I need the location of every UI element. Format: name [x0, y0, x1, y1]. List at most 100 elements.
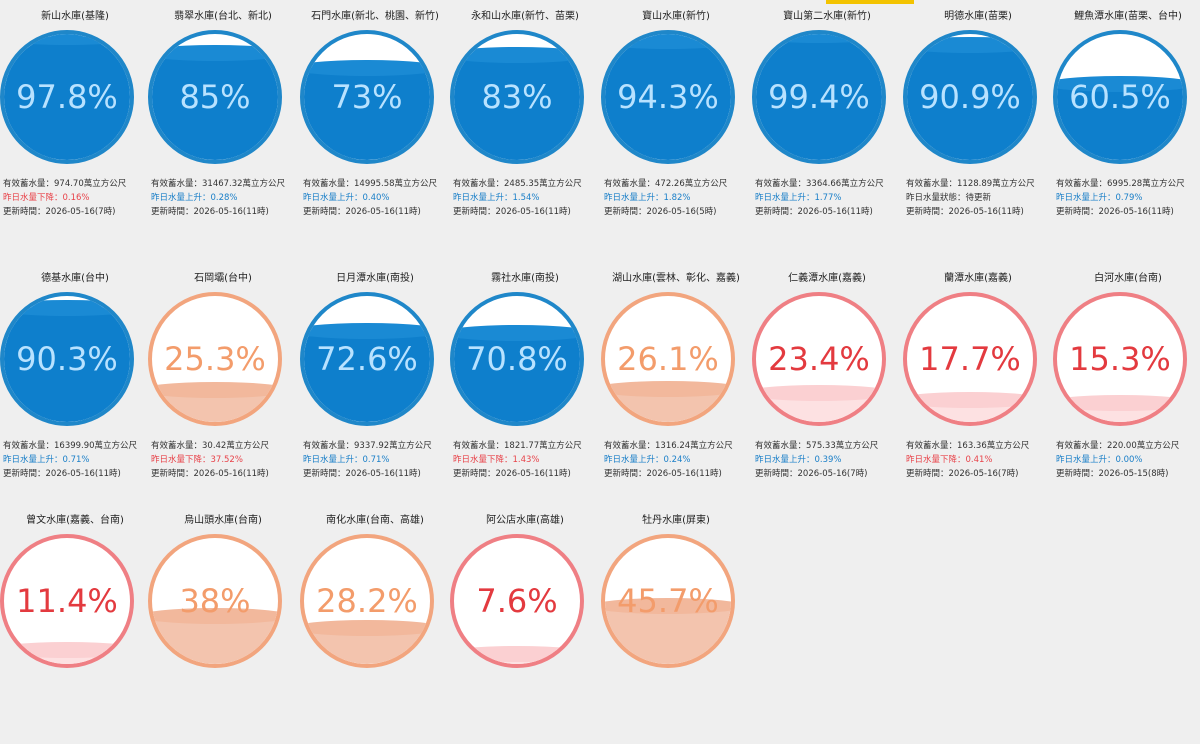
water-fill	[907, 391, 1033, 422]
reservoir-name: 明德水庫(苗栗)	[944, 11, 1012, 22]
storage-text: 有效蓄水量：575.33萬立方公尺	[755, 441, 879, 451]
percent-label: 25.3%	[164, 340, 266, 378]
reservoir-info: 有效蓄水量：3364.66萬立方公尺 昨日水量上升：1.77% 更新時間：2026-…	[755, 177, 903, 219]
reservoir-info: 有效蓄水量：220.00萬立方公尺 昨日水量上升：0.00% 更新時間：2026-0…	[1056, 439, 1200, 481]
updated-text: 更新時間：2026-05-16(11時)	[303, 469, 421, 479]
percent-label: 94.3%	[617, 78, 719, 116]
water-fill	[454, 646, 580, 664]
storage-text: 有效蓄水量：31467.32萬立方公尺	[151, 179, 286, 189]
reservoir-grid: 新山水庫(基隆) 97.8% 有效蓄水量：974.70萬立方公尺 昨日水量下降：0.1…	[0, 0, 1200, 668]
trend-text: 昨日水量狀態：待更新	[906, 193, 992, 203]
reservoir-name: 翡翠水庫(台北、新北)	[174, 11, 272, 22]
reservoir-name: 日月潭水庫(南投)	[336, 273, 414, 284]
percent-label: 45.7%	[617, 582, 719, 620]
water-wave	[4, 641, 130, 658]
percent-label: 17.7%	[919, 340, 1021, 378]
reservoir-info: 有效蓄水量：974.70萬立方公尺 昨日水量下降：0.16% 更新時間：2026-0…	[3, 177, 151, 219]
trend-text: 昨日水量上升：1.82%	[604, 193, 691, 203]
percent-label: 73%	[331, 78, 403, 116]
water-wave	[152, 608, 278, 625]
updated-text: 更新時間：2026-05-16(5時)	[604, 207, 717, 217]
water-wave	[605, 381, 731, 398]
water-fill	[4, 641, 130, 664]
reservoir-card: 阿公店水庫(高雄) 7.6%	[450, 504, 600, 744]
trend-text: 昨日水量上升：0.28%	[151, 193, 238, 203]
reservoir-info: 有效蓄水量：6995.28萬立方公尺 昨日水量上升：0.79% 更新時間：2026-…	[1056, 177, 1200, 219]
water-level-gauge: 7.6%	[450, 534, 584, 668]
updated-text: 更新時間：2026-05-15(8時)	[1056, 469, 1169, 479]
water-level-gauge: 45.7%	[601, 534, 735, 668]
water-level-gauge: 15.3%	[1053, 292, 1187, 426]
storage-text: 有效蓄水量：220.00萬立方公尺	[1056, 441, 1180, 451]
reservoir-name: 仁義潭水庫(嘉義)	[788, 273, 866, 284]
water-fill	[152, 44, 278, 160]
water-wave	[454, 646, 580, 663]
water-level-gauge: 38%	[148, 534, 282, 668]
water-fill	[4, 34, 130, 160]
water-fill	[304, 620, 430, 664]
water-fill	[304, 322, 430, 422]
percent-label: 38%	[179, 582, 251, 620]
percent-label: 15.3%	[1069, 340, 1171, 378]
water-fill	[756, 34, 882, 160]
water-fill	[304, 60, 430, 160]
reservoir-name: 霧社水庫(南投)	[491, 273, 559, 284]
storage-text: 有效蓄水量：30.42萬立方公尺	[151, 441, 269, 451]
reservoir-card: 日月潭水庫(南投) 72.6% 有效蓄水量：9337.92萬立方公尺 昨日水量上升：0…	[300, 262, 450, 502]
reservoir-info: 有效蓄水量：9337.92萬立方公尺 昨日水量上升：0.71% 更新時間：2026-…	[303, 439, 451, 481]
percent-label: 11.4%	[16, 582, 118, 620]
water-level-gauge: 28.2%	[300, 534, 434, 668]
water-fill	[454, 324, 580, 422]
water-fill	[1057, 394, 1183, 422]
percent-label: 83%	[481, 78, 553, 116]
water-wave	[152, 382, 278, 399]
water-wave	[605, 34, 731, 50]
reservoir-card: 石岡壩(台中) 25.3% 有效蓄水量：30.42萬立方公尺 昨日水量下降：37.52…	[148, 262, 298, 502]
reservoir-info: 有效蓄水量：16399.90萬立方公尺 昨日水量上升：0.71% 更新時間：2026…	[3, 439, 151, 481]
reservoir-name: 曾文水庫(嘉義、台南)	[26, 515, 124, 526]
reservoir-name: 南化水庫(台南、高雄)	[326, 515, 424, 526]
reservoir-card: 永和山水庫(新竹、苗栗) 83% 有效蓄水量：2485.35萬立方公尺 昨日水量上升：…	[450, 0, 600, 240]
reservoir-card: 南化水庫(台南、高雄) 28.2%	[300, 504, 450, 744]
water-wave	[756, 384, 882, 401]
water-level-gauge: 85%	[148, 30, 282, 164]
water-level-gauge: 70.8%	[450, 292, 584, 426]
water-wave	[454, 324, 580, 341]
water-fill	[152, 608, 278, 664]
percent-label: 26.1%	[617, 340, 719, 378]
water-wave	[907, 37, 1033, 54]
reservoir-name: 湖山水庫(雲林、彰化、嘉義)	[612, 273, 740, 284]
reservoir-name: 寶山水庫(新竹)	[642, 11, 710, 22]
percent-label: 97.8%	[16, 78, 118, 116]
storage-text: 有效蓄水量：2485.35萬立方公尺	[453, 179, 582, 189]
water-wave	[304, 620, 430, 637]
reservoir-card: 明德水庫(苗栗) 90.9% 有效蓄水量：1128.89萬立方公尺 昨日水量狀態：待更…	[903, 0, 1053, 240]
percent-label: 85%	[179, 78, 251, 116]
percent-label: 90.9%	[919, 78, 1021, 116]
reservoir-name: 鯉魚潭水庫(苗栗、台中)	[1074, 11, 1182, 22]
water-level-gauge: 83%	[450, 30, 584, 164]
water-fill	[1057, 75, 1183, 160]
trend-text: 昨日水量下降：1.43%	[453, 455, 540, 465]
water-level-gauge: 23.4%	[752, 292, 886, 426]
water-fill	[907, 37, 1033, 160]
reservoir-info: 有效蓄水量：1128.89萬立方公尺 昨日水量狀態：待更新 更新時間：2026-05…	[906, 177, 1054, 219]
water-wave	[4, 34, 130, 45]
updated-text: 更新時間：2026-05-16(7時)	[755, 469, 868, 479]
reservoir-info: 有效蓄水量：1821.77萬立方公尺 昨日水量下降：1.43% 更新時間：2026-…	[453, 439, 601, 481]
storage-text: 有效蓄水量：9337.92萬立方公尺	[303, 441, 432, 451]
reservoir-name: 石門水庫(新北、桃園、新竹)	[311, 11, 439, 22]
reservoir-info: 有效蓄水量：14995.58萬立方公尺 昨日水量上升：0.40% 更新時間：2026…	[303, 177, 451, 219]
reservoir-card: 寶山第二水庫(新竹) 99.4% 有效蓄水量：3364.66萬立方公尺 昨日水量上升：…	[752, 0, 902, 240]
storage-text: 有效蓄水量：974.70萬立方公尺	[3, 179, 127, 189]
updated-text: 更新時間：2026-05-16(11時)	[1056, 207, 1174, 217]
trend-text: 昨日水量上升：0.39%	[755, 455, 842, 465]
reservoir-name: 烏山頭水庫(台南)	[184, 515, 262, 526]
reservoir-card: 湖山水庫(雲林、彰化、嘉義) 26.1% 有效蓄水量：1316.24萬立方公尺 昨日水…	[601, 262, 751, 502]
updated-text: 更新時間：2026-05-16(7時)	[3, 207, 116, 217]
reservoir-card: 牡丹水庫(屏東) 45.7%	[601, 504, 751, 744]
water-level-gauge: 94.3%	[601, 30, 735, 164]
updated-text: 更新時間：2026-05-16(11時)	[453, 207, 571, 217]
water-wave	[1057, 394, 1183, 411]
reservoir-info: 有效蓄水量：472.26萬立方公尺 昨日水量上升：1.82% 更新時間：2026-0…	[604, 177, 752, 219]
